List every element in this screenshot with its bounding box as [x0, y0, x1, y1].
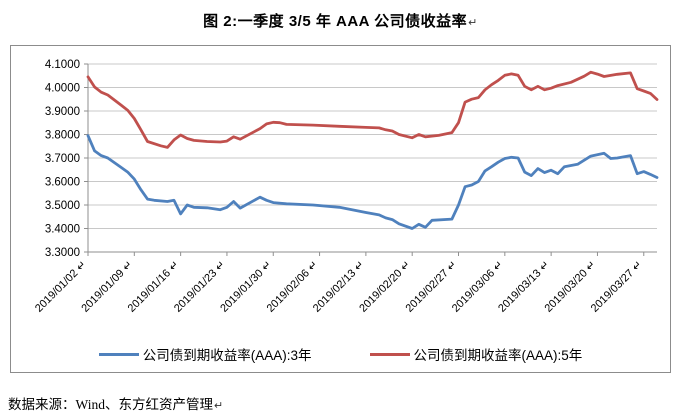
legend-item-3y: 公司债到期收益率(AAA):3年: [98, 344, 312, 364]
return-mark: ↵: [213, 400, 224, 412]
y-tick-label: 3.4000: [45, 224, 80, 236]
y-tick-label: 3.9000: [45, 106, 80, 118]
y-tick-label: 3.3000: [45, 247, 80, 259]
y-tick-label: 4.1000: [45, 59, 80, 71]
return-mark: ↵: [468, 17, 478, 29]
legend-label: 公司债到期收益率(AAA):3年: [142, 348, 312, 363]
series-line-3y: [86, 134, 659, 230]
y-tick-label: 3.6000: [45, 177, 80, 189]
series-line-5y: [86, 70, 659, 149]
source-note-text: 数据来源：Wind、东方红资产管理: [8, 397, 213, 412]
y-tick-label: 3.7000: [45, 153, 80, 165]
source-note: 数据来源：Wind、东方红资产管理↵: [8, 393, 223, 413]
legend-line-swatch: [98, 352, 139, 356]
figure-title-text: 图 2:一季度 3/5 年 AAA 公司债收益率: [203, 13, 468, 30]
y-tick-label: 4.0000: [45, 83, 80, 95]
figure-title: 图 2:一季度 3/5 年 AAA 公司债收益率↵: [0, 10, 681, 31]
legend-line-swatch: [369, 352, 410, 356]
legend-label: 公司债到期收益率(AAA):5年: [413, 348, 583, 363]
y-tick-label: 3.8000: [45, 130, 80, 142]
chart-legend: 公司债到期收益率(AAA):3年 公司债到期收益率(AAA):5年: [11, 344, 670, 364]
y-tick-label: 3.5000: [45, 200, 80, 212]
yield-line-chart: 3.3000 3.4000 3.5000 3.6000 3.7000 3.8000 3.90…: [33, 59, 659, 315]
legend-item-5y: 公司债到期收益率(AAA):5年: [369, 344, 583, 364]
chart-box: 3.3000 3.4000 3.5000 3.6000 3.7000 3.8000 3.90…: [10, 45, 671, 373]
